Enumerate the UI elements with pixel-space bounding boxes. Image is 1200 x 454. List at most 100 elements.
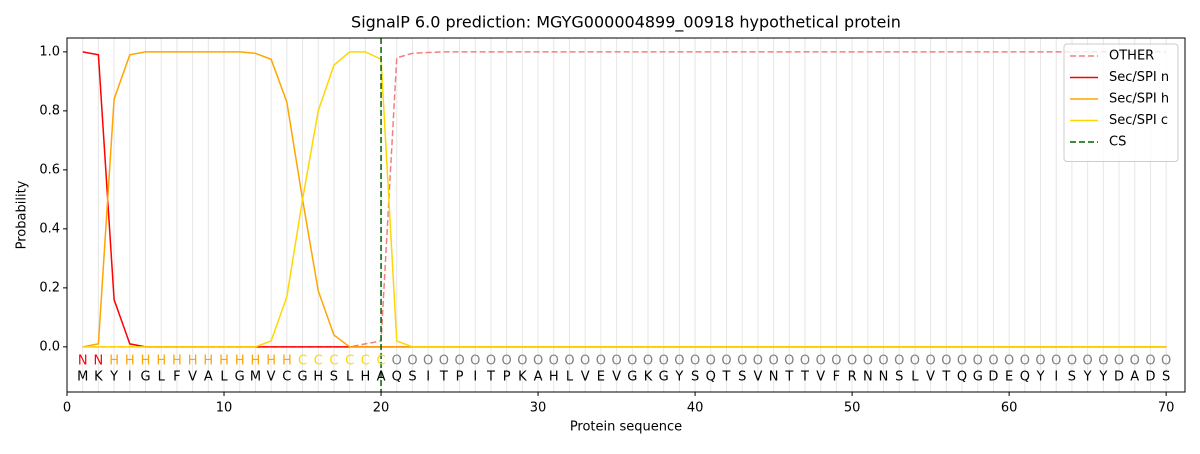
- residue-annotation: C: [377, 354, 386, 369]
- residue-annotation: H: [266, 354, 276, 369]
- legend-label: Sec/SPI h: [1109, 92, 1169, 107]
- x-tick-label: 20: [373, 401, 390, 416]
- residue-annotation: O: [721, 354, 731, 369]
- residue-annotation: H: [156, 354, 166, 369]
- legend-label: Sec/SPI c: [1109, 113, 1168, 128]
- x-axis-label: Protein sequence: [570, 420, 682, 435]
- residue-annotation: O: [957, 354, 967, 369]
- residue: A: [377, 370, 386, 385]
- y-tick-label: 0.0: [39, 339, 60, 354]
- residue-annotation: H: [251, 354, 261, 369]
- residue: K: [518, 370, 527, 385]
- residue: Q: [1020, 370, 1030, 385]
- residue-annotation: N: [94, 354, 104, 369]
- residue-annotation: O: [1114, 354, 1124, 369]
- residue-annotation: O: [470, 354, 480, 369]
- residue-annotation: O: [863, 354, 873, 369]
- residue: L: [911, 370, 919, 385]
- residue: E: [597, 370, 605, 385]
- axes-frame: [66, 37, 1186, 393]
- residue-annotation: H: [172, 354, 182, 369]
- residue: K: [644, 370, 653, 385]
- residue-annotation: O: [706, 354, 716, 369]
- residue-annotation: O: [941, 354, 951, 369]
- residue-annotation: O: [1067, 354, 1077, 369]
- residue-annotation: O: [800, 354, 810, 369]
- residue-annotation: O: [1020, 354, 1030, 369]
- residue-annotation: O: [533, 354, 543, 369]
- residue: S: [1068, 370, 1076, 385]
- residue: V: [816, 370, 825, 385]
- x-tick-label: 40: [687, 401, 704, 416]
- residue: G: [297, 370, 307, 385]
- residue-annotation: H: [203, 354, 213, 369]
- residue-annotation: O: [690, 354, 700, 369]
- residue: T: [784, 370, 793, 385]
- x-tick-label: 30: [530, 401, 547, 416]
- residue: H: [549, 370, 559, 385]
- residue: T: [722, 370, 731, 385]
- residue-annotation: H: [141, 354, 151, 369]
- x-tick-label: 0: [63, 401, 71, 416]
- residue: S: [895, 370, 903, 385]
- residue: S: [738, 370, 746, 385]
- residue: P: [456, 370, 464, 385]
- residue-annotation: O: [1130, 354, 1140, 369]
- residue: P: [503, 370, 511, 385]
- residue-annotation: O: [831, 354, 841, 369]
- residue-annotation: N: [78, 354, 88, 369]
- residue: G: [973, 370, 983, 385]
- residue-annotation: O: [659, 354, 669, 369]
- residue-annotation: O: [1004, 354, 1014, 369]
- residue-annotation: O: [423, 354, 433, 369]
- residue: N: [879, 370, 889, 385]
- residue: V: [753, 370, 762, 385]
- residue-annotation: O: [1083, 354, 1093, 369]
- residue: V: [926, 370, 935, 385]
- residue: Y: [1098, 370, 1107, 385]
- residue-annotation: C: [345, 354, 354, 369]
- residue: A: [1130, 370, 1139, 385]
- residue-annotation: O: [549, 354, 559, 369]
- residue: E: [1005, 370, 1013, 385]
- y-tick-label: 0.2: [39, 280, 60, 295]
- residue: S: [691, 370, 699, 385]
- residue: G: [140, 370, 150, 385]
- x-tick-label: 70: [1158, 401, 1175, 416]
- residue: Y: [1083, 370, 1092, 385]
- residue-annotation: O: [816, 354, 826, 369]
- residue-annotation: O: [737, 354, 747, 369]
- residue: F: [833, 370, 840, 385]
- residue: S: [330, 370, 338, 385]
- residue-annotation: O: [1145, 354, 1155, 369]
- x-tick-label: 60: [1001, 401, 1018, 416]
- residue: N: [769, 370, 779, 385]
- x-tick-label: 10: [216, 401, 233, 416]
- legend-label: Sec/SPI n: [1109, 70, 1169, 85]
- residue: D: [988, 370, 998, 385]
- legend-label: OTHER: [1109, 49, 1154, 64]
- y-axis-label: Probability: [15, 180, 30, 249]
- residue-annotation: O: [1035, 354, 1045, 369]
- residue-annotation: O: [988, 354, 998, 369]
- residue: C: [282, 370, 291, 385]
- residue: Y: [674, 370, 683, 385]
- residue: A: [534, 370, 543, 385]
- residue-annotation: O: [439, 354, 449, 369]
- residue-annotation: C: [361, 354, 370, 369]
- residue-annotation: O: [926, 354, 936, 369]
- residue-annotation: H: [235, 354, 245, 369]
- residue: G: [235, 370, 245, 385]
- residue: V: [581, 370, 590, 385]
- residue: Y: [109, 370, 118, 385]
- residue: I: [426, 370, 430, 385]
- residue-annotation: O: [674, 354, 684, 369]
- residue: L: [220, 370, 228, 385]
- residue-annotation: O: [392, 354, 402, 369]
- residue-annotation: O: [611, 354, 621, 369]
- residue-annotation: O: [878, 354, 888, 369]
- residue: Y: [1036, 370, 1045, 385]
- residue: H: [360, 370, 370, 385]
